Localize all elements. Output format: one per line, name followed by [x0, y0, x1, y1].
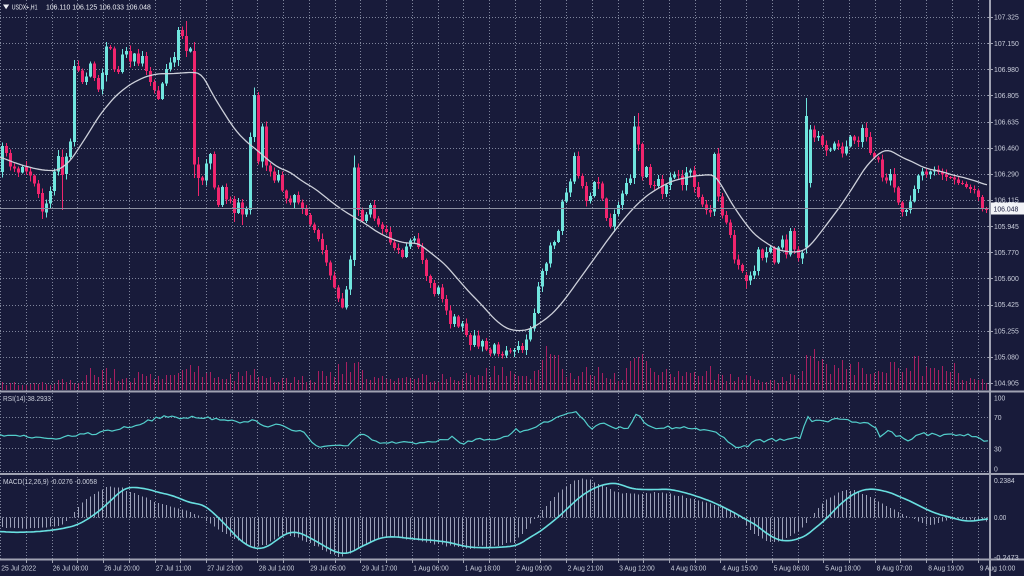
svg-text:5 Aug 06:00: 5 Aug 06:00: [774, 563, 810, 572]
svg-text:0: 0: [994, 465, 998, 474]
svg-text:28 Jul 14:00: 28 Jul 14:00: [259, 563, 295, 572]
svg-text:26 Jul 20:00: 26 Jul 20:00: [104, 563, 140, 572]
svg-text:105.425: 105.425: [994, 300, 1019, 309]
svg-text:106.635: 106.635: [994, 117, 1019, 126]
svg-text:2 Aug 09:00: 2 Aug 09:00: [516, 563, 552, 572]
svg-text:27 Jul 23:00: 27 Jul 23:00: [207, 563, 243, 572]
svg-text:106.460: 106.460: [994, 143, 1019, 152]
svg-text:106.115: 106.115: [994, 196, 1019, 205]
svg-text:RSI(14) 38.2933: RSI(14) 38.2933: [3, 394, 51, 403]
svg-text:3 Aug 12:00: 3 Aug 12:00: [619, 563, 655, 572]
svg-text:8 Aug 19:00: 8 Aug 19:00: [928, 563, 964, 572]
svg-text:104.905: 104.905: [994, 379, 1019, 388]
svg-text:26 Jul 08:00: 26 Jul 08:00: [53, 563, 89, 572]
svg-text:29 Jul 05:00: 29 Jul 05:00: [310, 563, 346, 572]
svg-text:1 Aug 18:00: 1 Aug 18:00: [465, 563, 501, 572]
svg-text:100: 100: [994, 393, 1005, 402]
svg-text:4 Aug 15:00: 4 Aug 15:00: [722, 563, 758, 572]
svg-text:25 Jul 2022: 25 Jul 2022: [1, 563, 36, 572]
svg-text:-0.2473: -0.2473: [994, 553, 1019, 562]
svg-text:70: 70: [994, 413, 1002, 422]
svg-text:105.080: 105.080: [994, 353, 1019, 362]
svg-text:105.600: 105.600: [994, 274, 1019, 283]
svg-text:107.325: 107.325: [994, 13, 1019, 22]
svg-text:106.980: 106.980: [994, 65, 1019, 74]
svg-text:0.00: 0.00: [994, 513, 1006, 522]
svg-text:107.150: 107.150: [994, 39, 1019, 48]
svg-text:0.2384: 0.2384: [994, 476, 1015, 485]
svg-text:27 Jul 11:00: 27 Jul 11:00: [156, 563, 192, 572]
svg-text:105.945: 105.945: [994, 222, 1019, 231]
svg-text:105.255: 105.255: [994, 326, 1019, 335]
svg-text:30: 30: [994, 445, 1002, 454]
svg-text:29 Jul 17:00: 29 Jul 17:00: [362, 563, 398, 572]
svg-text:9 Aug 10:00: 9 Aug 10:00: [980, 563, 1016, 572]
svg-text:106.110 106.125 106.033 106.04: 106.110 106.125 106.033 106.048: [46, 3, 151, 12]
svg-text:106.805: 106.805: [994, 91, 1019, 100]
svg-text:MACD(12,26,9) -0.0276 -0.0058: MACD(12,26,9) -0.0276 -0.0058: [3, 477, 97, 486]
svg-text:USDX+,H1: USDX+,H1: [12, 3, 38, 12]
svg-text:4 Aug 03:00: 4 Aug 03:00: [671, 563, 707, 572]
svg-text:5 Aug 18:00: 5 Aug 18:00: [825, 563, 861, 572]
svg-text:105.770: 105.770: [994, 248, 1019, 257]
svg-text:106.290: 106.290: [994, 170, 1019, 179]
svg-text:2 Aug 21:00: 2 Aug 21:00: [568, 563, 604, 572]
svg-text:1 Aug 06:00: 1 Aug 06:00: [413, 563, 449, 572]
svg-text:106.048: 106.048: [994, 205, 1019, 214]
svg-text:8 Aug 07:00: 8 Aug 07:00: [877, 563, 913, 572]
